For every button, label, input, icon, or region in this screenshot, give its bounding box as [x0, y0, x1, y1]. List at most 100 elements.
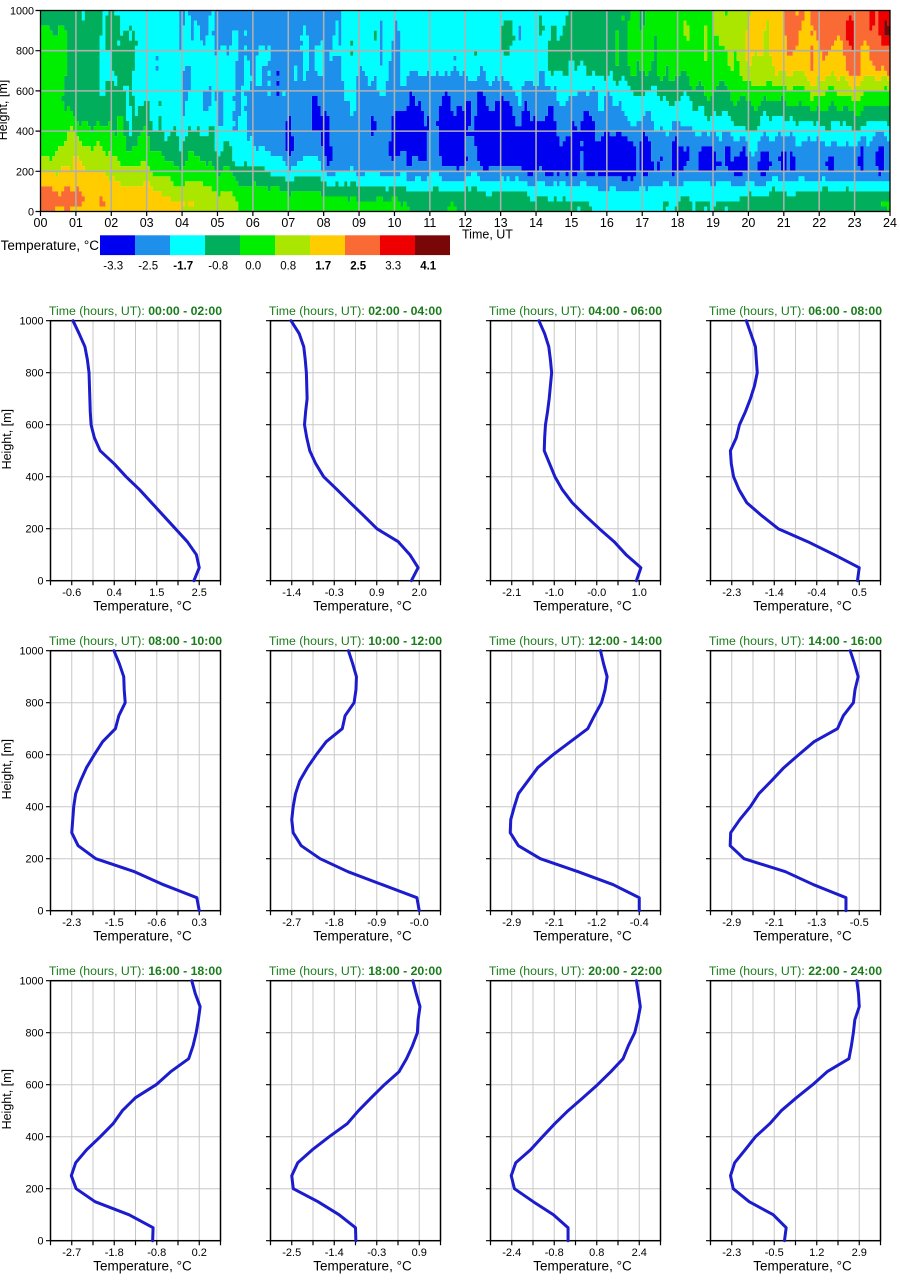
- svg-text:200: 200: [16, 166, 34, 178]
- svg-text:15: 15: [564, 216, 578, 230]
- svg-text:400: 400: [25, 802, 43, 814]
- svg-text:800: 800: [25, 1028, 43, 1040]
- svg-text:20: 20: [741, 216, 755, 230]
- svg-text:Temperature, °C: Temperature, °C: [93, 1259, 192, 1274]
- svg-text:2.9: 2.9: [852, 1247, 867, 1259]
- svg-text:Height, [m]: Height, [m]: [0, 80, 10, 140]
- svg-text:13: 13: [494, 216, 508, 230]
- svg-text:24: 24: [883, 216, 897, 230]
- svg-text:10: 10: [388, 216, 402, 230]
- svg-text:-2.1: -2.1: [765, 917, 784, 929]
- svg-text:03: 03: [140, 216, 154, 230]
- svg-text:0: 0: [37, 906, 43, 918]
- svg-text:-2.5: -2.5: [282, 1247, 301, 1259]
- svg-text:1.5: 1.5: [149, 587, 164, 599]
- svg-text:Temperature, °C: Temperature, °C: [313, 929, 412, 944]
- svg-text:Time (hours, UT): 00:00 - 02:0: Time (hours, UT): 00:00 - 02:00: [49, 304, 222, 318]
- svg-text:04: 04: [175, 216, 189, 230]
- svg-text:-0.0: -0.0: [587, 587, 606, 599]
- svg-text:-0.4: -0.4: [630, 917, 649, 929]
- svg-text:-0.0: -0.0: [410, 917, 429, 929]
- svg-text:1000: 1000: [19, 316, 43, 328]
- svg-text:07: 07: [281, 216, 295, 230]
- svg-text:2.5: 2.5: [192, 587, 207, 599]
- svg-text:-0.6: -0.6: [62, 587, 81, 599]
- svg-text:-2.9: -2.9: [722, 917, 741, 929]
- svg-text:2.5: 2.5: [350, 260, 367, 272]
- svg-text:-0.6: -0.6: [147, 917, 166, 929]
- svg-text:600: 600: [25, 750, 43, 762]
- svg-text:-1.3: -1.3: [807, 917, 826, 929]
- svg-text:200: 200: [25, 1184, 43, 1196]
- svg-text:Time (hours, UT): 06:00 - 08:0: Time (hours, UT): 06:00 - 08:00: [709, 304, 882, 318]
- svg-text:800: 800: [16, 46, 34, 58]
- svg-text:17: 17: [635, 216, 649, 230]
- svg-text:800: 800: [25, 698, 43, 710]
- svg-text:Time (hours, UT): 20:00 - 22:0: Time (hours, UT): 20:00 - 22:00: [489, 964, 662, 978]
- svg-text:-0.3: -0.3: [325, 587, 344, 599]
- svg-text:Temperature, °C: Temperature, °C: [753, 1259, 852, 1274]
- svg-text:-1.0: -1.0: [545, 587, 564, 599]
- svg-text:09: 09: [352, 216, 366, 230]
- svg-text:Height, [m]: Height, [m]: [0, 739, 14, 799]
- svg-text:-2.1: -2.1: [545, 917, 564, 929]
- svg-text:-2.1: -2.1: [502, 587, 521, 599]
- svg-text:-0.5: -0.5: [850, 917, 869, 929]
- svg-text:-3.3: -3.3: [103, 260, 123, 272]
- svg-text:0: 0: [28, 207, 34, 219]
- svg-text:14: 14: [529, 216, 543, 230]
- svg-text:0.2: 0.2: [192, 1247, 207, 1259]
- svg-text:Temperature, °C: Temperature, °C: [93, 599, 192, 614]
- svg-text:0.4: 0.4: [107, 587, 122, 599]
- svg-text:3.3: 3.3: [385, 260, 401, 272]
- svg-text:-2.3: -2.3: [722, 1247, 741, 1259]
- svg-text:-1.4: -1.4: [765, 587, 784, 599]
- svg-text:0: 0: [37, 1236, 43, 1248]
- svg-text:-2.7: -2.7: [282, 917, 301, 929]
- svg-text:-1.5: -1.5: [105, 917, 124, 929]
- svg-text:-0.8: -0.8: [208, 260, 228, 272]
- svg-text:-1.7: -1.7: [173, 260, 193, 272]
- svg-text:0: 0: [37, 576, 43, 588]
- svg-text:02: 02: [104, 216, 118, 230]
- svg-text:Time, UT: Time, UT: [462, 228, 513, 242]
- svg-text:Temperature, °C: Temperature, °C: [533, 929, 632, 944]
- svg-text:Time (hours, UT): 22:00 - 24:0: Time (hours, UT): 22:00 - 24:00: [709, 964, 882, 978]
- svg-text:11: 11: [423, 216, 436, 230]
- svg-text:Height, [m]: Height, [m]: [0, 409, 14, 469]
- svg-text:Time (hours, UT): 10:00 - 12:0: Time (hours, UT): 10:00 - 12:00: [269, 634, 442, 648]
- svg-text:600: 600: [16, 86, 34, 98]
- svg-text:Time (hours, UT): 16:00 - 18:0: Time (hours, UT): 16:00 - 18:00: [49, 964, 222, 978]
- svg-text:-0.5: -0.5: [765, 1247, 784, 1259]
- svg-text:22: 22: [812, 216, 826, 230]
- svg-text:-0.8: -0.8: [545, 1247, 564, 1259]
- svg-text:0.9: 0.9: [412, 1247, 427, 1259]
- svg-text:Time (hours, UT): 04:00 - 06:0: Time (hours, UT): 04:00 - 06:00: [489, 304, 662, 318]
- svg-text:Time (hours, UT): 08:00 - 10:0: Time (hours, UT): 08:00 - 10:00: [49, 634, 222, 648]
- svg-text:01: 01: [69, 216, 83, 230]
- svg-text:-2.3: -2.3: [722, 587, 741, 599]
- svg-text:16: 16: [600, 216, 614, 230]
- svg-text:1000: 1000: [19, 646, 43, 658]
- svg-text:12: 12: [458, 216, 472, 230]
- svg-text:21: 21: [777, 216, 791, 230]
- svg-text:0.8: 0.8: [280, 260, 296, 272]
- svg-text:Time (hours, UT): 02:00 - 04:0: Time (hours, UT): 02:00 - 04:00: [269, 304, 442, 318]
- svg-text:400: 400: [25, 472, 43, 484]
- svg-text:4.1: 4.1: [420, 260, 437, 272]
- svg-text:-1.4: -1.4: [325, 1247, 344, 1259]
- svg-text:0.8: 0.8: [589, 1247, 604, 1259]
- svg-text:-2.3: -2.3: [62, 917, 81, 929]
- svg-text:1000: 1000: [19, 976, 43, 988]
- svg-text:Temperature, °C: Temperature, °C: [533, 599, 632, 614]
- svg-text:Time (hours, UT): 12:00 - 14:0: Time (hours, UT): 12:00 - 14:00: [489, 634, 662, 648]
- svg-text:-2.4: -2.4: [502, 1247, 521, 1259]
- svg-text:Temperature, °C: Temperature, °C: [1, 238, 100, 253]
- svg-text:1.0: 1.0: [632, 587, 647, 599]
- svg-text:0.9: 0.9: [369, 587, 384, 599]
- svg-text:1.2: 1.2: [809, 1247, 824, 1259]
- svg-text:18: 18: [671, 216, 685, 230]
- svg-text:600: 600: [25, 420, 43, 432]
- svg-text:Height, [m]: Height, [m]: [0, 1069, 14, 1129]
- svg-text:-2.5: -2.5: [138, 260, 158, 272]
